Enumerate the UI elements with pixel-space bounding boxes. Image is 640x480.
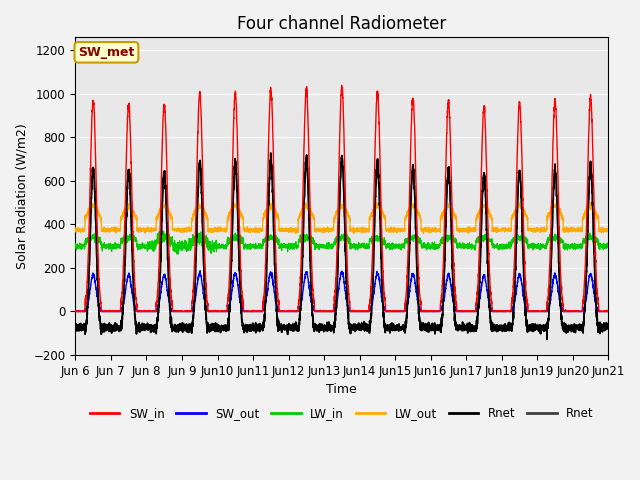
Y-axis label: Solar Radiation (W/m2): Solar Radiation (W/m2) — [15, 123, 28, 269]
X-axis label: Time: Time — [326, 384, 357, 396]
Text: SW_met: SW_met — [78, 46, 134, 59]
Legend: SW_in, SW_out, LW_in, LW_out, Rnet, Rnet: SW_in, SW_out, LW_in, LW_out, Rnet, Rnet — [85, 402, 598, 425]
Title: Four channel Radiometer: Four channel Radiometer — [237, 15, 447, 33]
